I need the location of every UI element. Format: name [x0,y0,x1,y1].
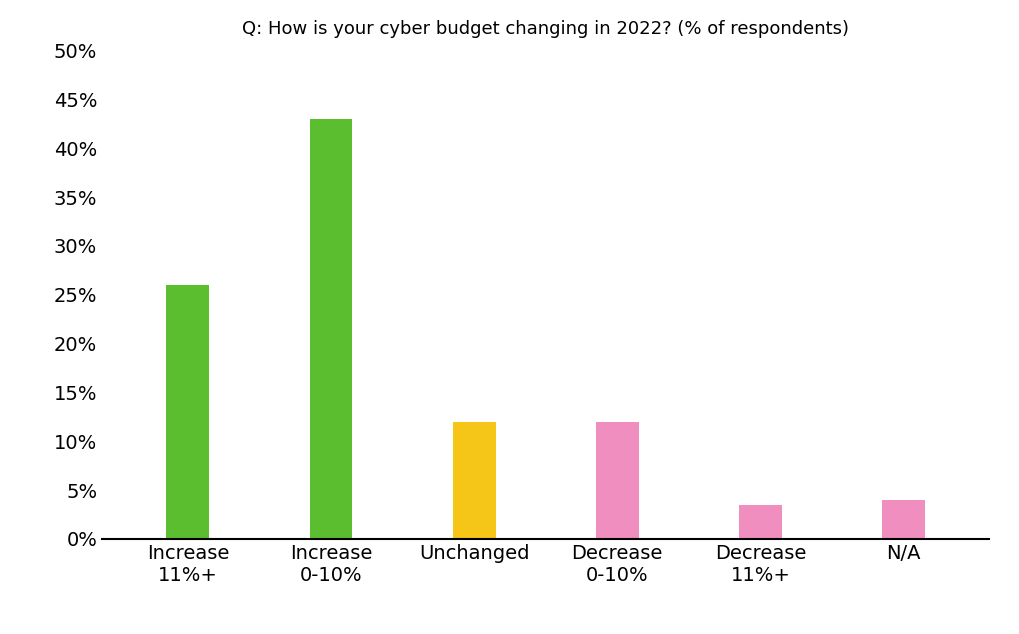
Bar [452,422,495,539]
Bar [595,422,638,539]
Bar [166,285,209,539]
Bar [738,505,782,539]
Bar [309,119,353,539]
Title: Q: How is your cyber budget changing in 2022? (% of respondents): Q: How is your cyber budget changing in … [242,20,849,38]
Bar [881,500,924,539]
